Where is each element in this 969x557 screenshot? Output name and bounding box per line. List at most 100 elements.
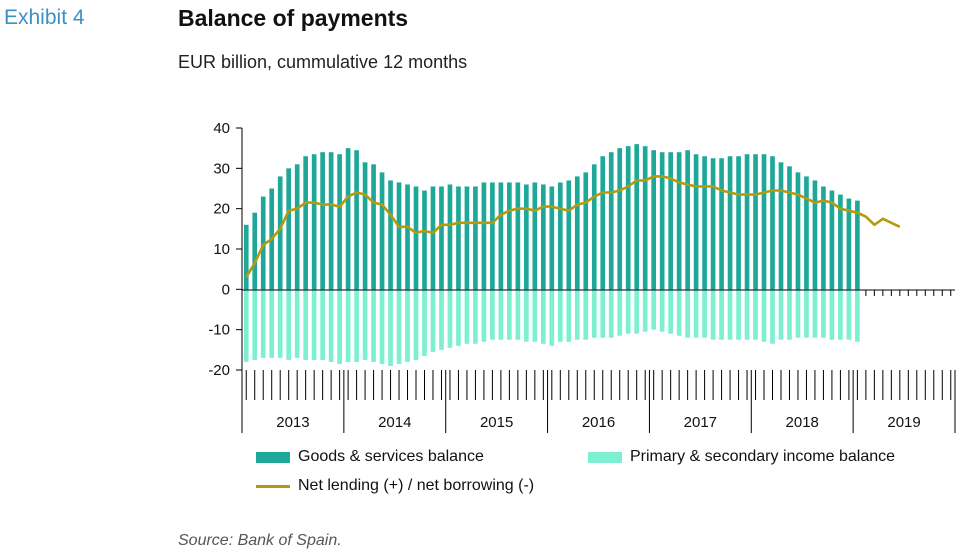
income-bar	[456, 289, 461, 346]
goods-bar	[625, 146, 631, 290]
goods-bar	[439, 186, 444, 290]
year-label: 2017	[684, 414, 717, 431]
income-bar	[396, 289, 402, 364]
goods-bar	[676, 152, 682, 290]
goods-swatch	[256, 451, 290, 463]
goods-bar	[719, 158, 724, 290]
income-bar	[303, 289, 308, 360]
goods-bar	[574, 176, 580, 290]
goods-bar	[770, 156, 775, 290]
goods-bar	[846, 198, 852, 290]
goods-bar	[651, 150, 657, 290]
legend-income-label: Primary & secondary income balance	[630, 448, 896, 465]
income-bar	[838, 289, 843, 340]
goods-bar	[328, 152, 334, 290]
goods-bar	[753, 154, 758, 290]
goods-bar	[388, 180, 393, 290]
income-bar	[855, 289, 860, 342]
y-tick-label: 40	[213, 120, 230, 137]
goods-bar	[549, 186, 555, 290]
goods-bar	[371, 164, 376, 290]
goods-bar	[422, 190, 427, 290]
income-bar	[540, 289, 546, 344]
y-ticks: 40 30 20 10 0 -10 -20	[208, 120, 242, 379]
goods-bar	[456, 186, 461, 290]
income-bar	[702, 289, 707, 338]
goods-bar	[507, 182, 512, 290]
income-bar	[804, 289, 809, 338]
goods-bar	[710, 158, 716, 290]
goods-bar	[821, 186, 826, 290]
goods-bar	[591, 164, 597, 290]
goods-bar	[473, 186, 478, 290]
income-bar	[379, 289, 385, 364]
income-bar	[243, 289, 249, 362]
income-bar	[812, 289, 818, 338]
y-tick-label: -10	[208, 322, 230, 339]
goods-bar	[761, 154, 767, 290]
goods-bar	[617, 148, 623, 290]
income-bar	[574, 289, 580, 340]
goods-bar	[668, 152, 673, 290]
goods-bar	[447, 184, 453, 290]
goods-bar	[524, 184, 529, 290]
income-bar	[481, 289, 487, 342]
goods-bar	[303, 156, 308, 290]
income-bar	[829, 289, 835, 340]
income-bar	[668, 289, 673, 334]
income-bar	[294, 289, 300, 358]
income-bar	[566, 289, 572, 342]
income-bar	[591, 289, 597, 338]
income-bar	[625, 289, 631, 334]
income-bar	[311, 289, 317, 360]
net-lending-line	[245, 175, 901, 278]
income-bar	[676, 289, 682, 336]
income-bar	[795, 289, 801, 338]
income-bars	[243, 289, 860, 366]
goods-bar	[566, 180, 572, 290]
goods-bar	[838, 194, 843, 290]
y-tick-label: -20	[208, 362, 230, 379]
income-bar	[583, 289, 589, 340]
income-bar	[345, 289, 351, 362]
y-tick-label: 20	[213, 201, 230, 218]
income-bar	[413, 289, 419, 360]
income-bar	[507, 289, 512, 340]
chart-subtitle: EUR billion, cummulative 12 months	[178, 52, 468, 72]
goods-bar	[557, 182, 563, 290]
exhibit-label: Exhibit 4	[4, 6, 85, 29]
y-tick-label: 30	[213, 160, 230, 177]
goods-bar	[532, 182, 538, 290]
goods-bar	[362, 162, 368, 290]
goods-bar	[855, 200, 860, 290]
income-bar	[549, 289, 555, 346]
year-labels: 2013 2014 2015 2016 2017 2018 2019	[276, 414, 921, 431]
goods-bar	[405, 184, 410, 290]
income-bar	[430, 289, 436, 352]
income-bar	[727, 289, 733, 340]
y-tick-label: 10	[213, 241, 230, 258]
income-bar	[473, 289, 478, 344]
goods-bar	[464, 186, 470, 290]
income-swatch	[588, 451, 622, 463]
goods-bar	[320, 152, 325, 290]
income-bar	[328, 289, 334, 362]
goods-bar	[354, 150, 359, 290]
goods-bar	[515, 182, 521, 290]
income-bar	[286, 289, 292, 360]
income-bar	[846, 289, 852, 340]
income-bar	[260, 289, 266, 358]
legend-net: Net lending (+) / net borrowing (-)	[256, 477, 534, 495]
income-bar	[736, 289, 741, 340]
income-bar	[753, 289, 758, 340]
income-bar	[277, 289, 283, 358]
goods-bar	[795, 172, 801, 290]
income-bar	[439, 289, 444, 350]
goods-bar	[685, 150, 690, 290]
goods-bar	[294, 164, 300, 290]
income-bar	[362, 289, 368, 360]
income-bar	[320, 289, 325, 360]
income-bar	[600, 289, 606, 338]
goods-bar	[260, 196, 266, 290]
income-bar	[642, 289, 648, 332]
